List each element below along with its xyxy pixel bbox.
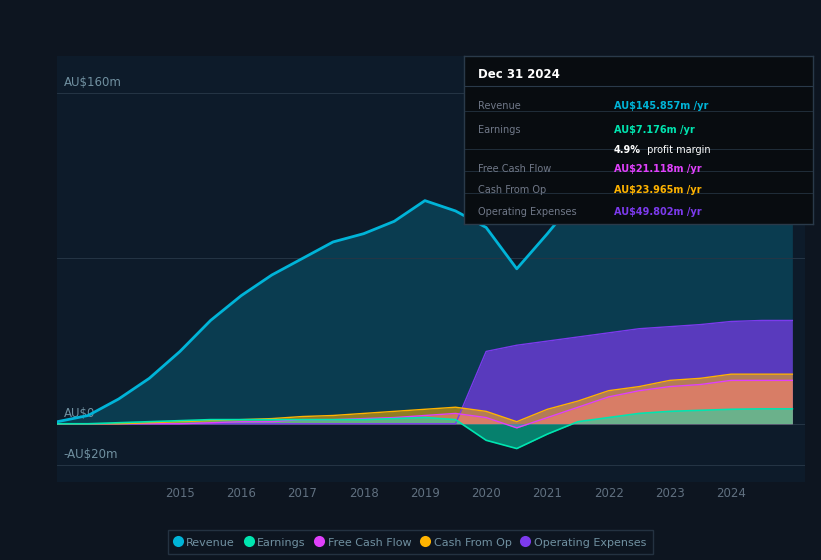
Text: AU$21.118m /yr: AU$21.118m /yr bbox=[614, 164, 701, 174]
Text: AU$0: AU$0 bbox=[63, 407, 95, 419]
Legend: Revenue, Earnings, Free Cash Flow, Cash From Op, Operating Expenses: Revenue, Earnings, Free Cash Flow, Cash … bbox=[168, 530, 653, 554]
Text: AU$23.965m /yr: AU$23.965m /yr bbox=[614, 185, 701, 195]
Text: -AU$20m: -AU$20m bbox=[63, 448, 118, 461]
Text: AU$160m: AU$160m bbox=[63, 76, 122, 89]
Text: AU$49.802m /yr: AU$49.802m /yr bbox=[614, 207, 701, 217]
Text: AU$145.857m /yr: AU$145.857m /yr bbox=[614, 101, 709, 111]
Text: Dec 31 2024: Dec 31 2024 bbox=[478, 68, 560, 81]
Text: Earnings: Earnings bbox=[478, 125, 521, 135]
Text: Operating Expenses: Operating Expenses bbox=[478, 207, 576, 217]
Text: Revenue: Revenue bbox=[478, 101, 521, 111]
Text: 4.9%: 4.9% bbox=[614, 145, 641, 155]
Text: profit margin: profit margin bbox=[644, 145, 710, 155]
Text: Free Cash Flow: Free Cash Flow bbox=[478, 164, 551, 174]
Text: Cash From Op: Cash From Op bbox=[478, 185, 546, 195]
Text: AU$7.176m /yr: AU$7.176m /yr bbox=[614, 125, 695, 135]
